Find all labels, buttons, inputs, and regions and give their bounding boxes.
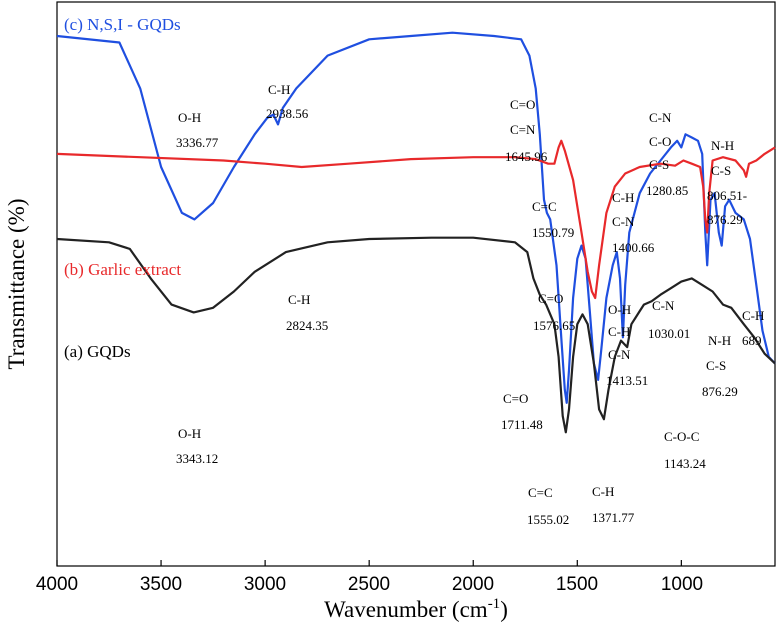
series-label-b: (b) Garlic extract	[64, 260, 181, 279]
annotation-label: C-N	[649, 110, 672, 125]
annotation-label: C=O	[510, 97, 535, 112]
annotation-label: C-N	[652, 298, 675, 313]
x-tick-label: 3000	[244, 574, 286, 595]
annotation-label: O-H	[178, 426, 201, 441]
plot-frame	[56, 1, 776, 567]
annotation-value: 876.29	[702, 384, 738, 399]
x-tick-label: 4000	[36, 574, 78, 595]
annotation-label: C-S	[649, 157, 669, 172]
annotation-value: 1030.01	[648, 326, 690, 341]
x-tick-label: 1500	[556, 574, 598, 595]
series-line-a	[56, 236, 776, 434]
x-tick-labels: 4000 3500 3000 2500 2000 1500 1000	[36, 574, 703, 595]
series-line-b	[56, 139, 776, 300]
annotations-a: O-H 3343.12 C=O 1711.48 C=C 1555.02 C-H …	[176, 391, 706, 527]
x-tick-label: 2500	[348, 574, 390, 595]
annotation-value: 1645.96	[505, 149, 548, 164]
annotation-value: 1143.24	[664, 456, 706, 471]
annotation-label: C-S	[711, 163, 731, 178]
series-label-a: (a) GQDs	[64, 342, 131, 361]
annotation-value: 2824.35	[286, 318, 328, 333]
annotation-label: C=O	[503, 391, 528, 406]
x-axis-title: Wavenumber (cm-1)	[324, 596, 508, 622]
annotation-label: C-H	[592, 484, 614, 499]
annotation-label: C-H	[612, 190, 634, 205]
annotation-value: 806.51-	[707, 188, 747, 203]
annotation-label: C-S	[706, 358, 726, 373]
annotation-label: C-N	[608, 347, 631, 362]
x-tick-label: 1000	[661, 574, 703, 595]
annotation-value: 1711.48	[501, 417, 543, 432]
annotation-label: N-H	[708, 333, 731, 348]
annotation-label: C=O	[538, 291, 563, 306]
annotation-value: 1400.66	[612, 240, 655, 255]
annotation-value: 876.29	[707, 212, 743, 227]
y-axis-title: Transmittance (%)	[4, 199, 29, 370]
x-tick-label: 2000	[452, 574, 494, 595]
annotation-label: O-H	[178, 110, 201, 125]
annotation-value: 1413.51	[606, 373, 648, 388]
annotation-value: 1555.02	[527, 512, 569, 527]
annotation-value: 1550.79	[532, 225, 574, 240]
annotation-label: C-O-C	[664, 429, 699, 444]
series-line-c	[56, 31, 776, 404]
annotation-label: O-H	[608, 302, 631, 317]
annotations-b: C-H 2824.35 C=O 1576.65 O-H C-H C-N 1413…	[286, 291, 764, 399]
annotation-label: C-H	[608, 324, 630, 339]
annotation-value: 3343.12	[176, 451, 218, 466]
annotation-label: C-H	[268, 82, 290, 97]
annotation-value: 1280.85	[646, 183, 688, 198]
annotation-label: C=N	[510, 122, 536, 137]
x-tick-marks	[56, 560, 682, 566]
annotation-label: C=C	[532, 199, 557, 214]
annotation-value: 1576.65	[533, 318, 575, 333]
annotation-value: 1371.77	[592, 510, 635, 525]
annotation-value: 689	[742, 333, 762, 348]
annotation-value: 3336.77	[176, 135, 219, 150]
annotations-c: O-H 3336.77 C-H 2938.56 C=O C=N 1645.96 …	[176, 82, 747, 255]
annotation-value: 2938.56	[266, 106, 309, 121]
annotation-label: C-H	[288, 292, 310, 307]
annotation-label: C-N	[612, 214, 635, 229]
annotation-label: C-O	[649, 134, 671, 149]
series-label-c: (c) N,S,I - GQDs	[64, 15, 181, 34]
annotation-label: C=C	[528, 485, 553, 500]
annotation-label: C-H	[742, 308, 764, 323]
x-tick-label: 3500	[140, 574, 182, 595]
annotation-label: N-H	[711, 138, 734, 153]
